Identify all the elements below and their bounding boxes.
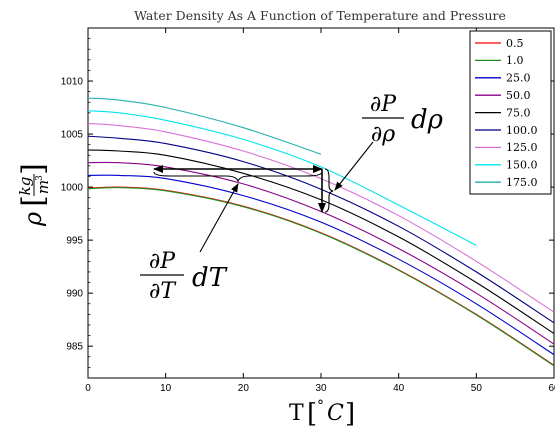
- x-tick-label: 40: [393, 383, 405, 394]
- x-tick-label: 10: [160, 383, 172, 394]
- y-tick-label: 1000: [61, 183, 84, 194]
- dT-brace: [153, 171, 323, 183]
- x-tick-label: 20: [238, 383, 250, 394]
- dT-pointer: [199, 183, 239, 253]
- drho-pointer: [334, 141, 374, 191]
- y-axis-unit-den-exp: 3: [35, 175, 45, 181]
- y-tick-label: 985: [66, 342, 83, 353]
- x-axis-bracket-left: [: [307, 399, 317, 429]
- series-layer: [87, 97, 555, 367]
- x-axis-bracket-right: ]: [345, 399, 355, 429]
- drho-numerator: ∂P: [370, 92, 397, 117]
- y-tick-label: 1010: [61, 77, 84, 88]
- legend-entry: 150.0: [506, 159, 538, 172]
- drho-denominator: ∂ρ: [371, 122, 395, 147]
- legend-entry: 75.0: [506, 106, 531, 119]
- annotation-layer: ∂P ∂ρ dρ ∂P ∂T dT: [140, 92, 444, 304]
- legend-entry: 0.5: [506, 37, 524, 50]
- series-line-25-0: [87, 174, 555, 356]
- x-axis-C: C: [327, 401, 344, 426]
- legend-entry: 125.0: [506, 141, 538, 154]
- dT-tail: dT: [192, 263, 228, 293]
- x-axis-label: T [ ° C ]: [289, 398, 355, 429]
- series-line-175-0: [87, 97, 322, 155]
- series-line-75-0: [87, 149, 555, 334]
- series-line-100-0: [87, 135, 555, 324]
- x-tick-label: 60: [548, 383, 555, 394]
- y-axis-unit-num: kg: [16, 177, 34, 196]
- dT-numerator: ∂P: [149, 249, 176, 274]
- axis-ticks: 0 10 20 30 40 50 60 985 990 995 1000 1005 1010: [61, 28, 555, 394]
- drho-brace: [324, 168, 334, 213]
- x-axis-T: T: [289, 401, 304, 426]
- y-tick-label: 1005: [61, 130, 84, 141]
- y-tick-label: 990: [66, 289, 83, 300]
- drho-tail: dρ: [411, 105, 444, 135]
- x-axis-degree: °: [317, 398, 324, 414]
- y-axis-label: ρ [ kg m 3 ]: [16, 163, 52, 227]
- y-axis-bracket-left: [: [16, 195, 51, 207]
- legend-entry: 25.0: [506, 72, 531, 85]
- legend-entry: 100.0: [506, 124, 538, 137]
- chart-title: Water Density As A Function of Temperatu…: [134, 8, 506, 23]
- series-line-0-5: [87, 186, 555, 366]
- legend: 0.5 1.0 25.0 50.0 75.0 100.0 125.0 150.0 175.0: [469, 30, 552, 195]
- dT-denominator: ∂T: [149, 279, 177, 304]
- x-tick-label: 30: [315, 383, 327, 394]
- y-tick-label: 995: [66, 236, 83, 247]
- y-axis-unit-den: m: [34, 180, 52, 194]
- legend-entry: 50.0: [506, 89, 531, 102]
- legend-entry: 1.0: [506, 54, 524, 67]
- y-axis-symbol: ρ: [19, 212, 47, 227]
- series-line-150-0: [87, 110, 477, 246]
- legend-entry: 175.0: [506, 176, 538, 189]
- x-tick-label: 0: [85, 383, 91, 394]
- y-axis-bracket-right: ]: [16, 163, 51, 175]
- series-line-1-0: [87, 187, 555, 367]
- series-line-50-0: [87, 161, 555, 345]
- x-tick-label: 50: [471, 383, 483, 394]
